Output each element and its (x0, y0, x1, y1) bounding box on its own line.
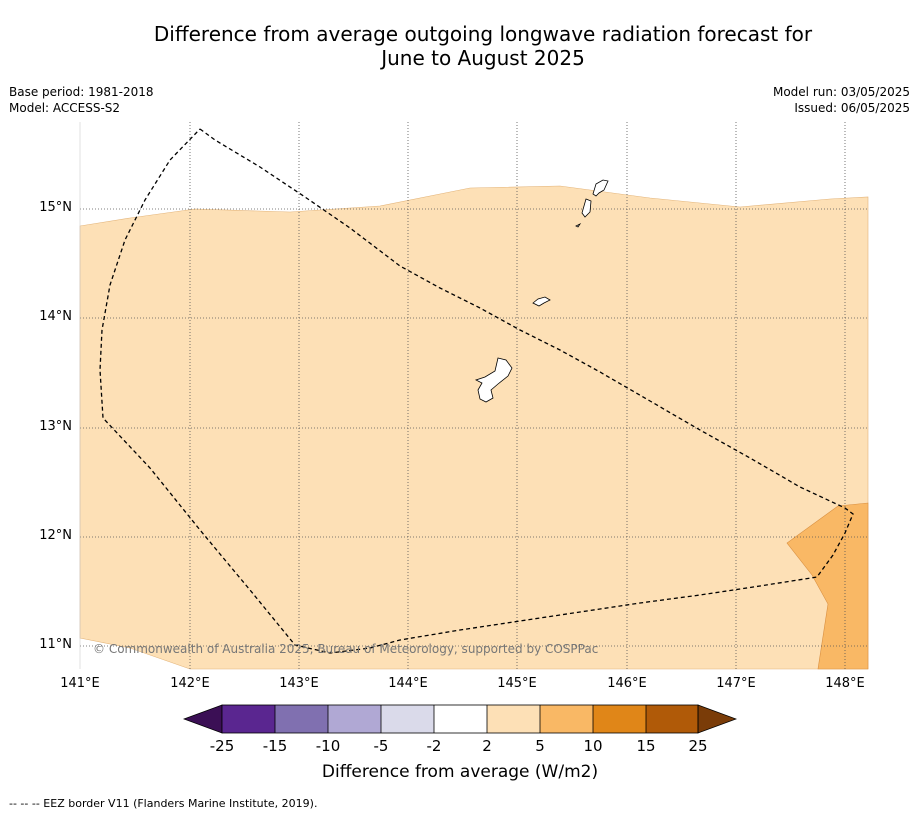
lon-label: 141°E (60, 676, 100, 691)
lat-label: 14°N (39, 309, 72, 324)
colorbar-bin-8 (593, 705, 646, 733)
colorbar (182, 704, 738, 734)
colorbar-bin-9 (646, 705, 698, 733)
colorbar-bin-5 (434, 705, 487, 733)
island-guam (474, 357, 513, 403)
title-line-2: June to August 2025 (381, 46, 585, 70)
lon-label: 148°E (825, 676, 865, 691)
lon-label: 146°E (607, 676, 647, 691)
island-tinian (581, 198, 592, 218)
lat-label: 11°N (39, 637, 72, 652)
lon-label: 142°E (170, 676, 210, 691)
base-period: Base period: 1981-2018 (9, 85, 154, 99)
eez-border (99, 128, 854, 654)
colorbar-bin-2 (275, 705, 328, 733)
island-rota (532, 296, 551, 307)
colorbar-extend-high (697, 704, 738, 734)
lon-label: 144°E (388, 676, 428, 691)
chart-title: Difference from average outgoing longwav… (0, 22, 919, 70)
colorbar-bin-1 (222, 705, 275, 733)
issued-date: Issued: 06/05/2025 (794, 101, 910, 115)
lat-label: 12°N (39, 528, 72, 543)
model-run: Model run: 03/05/2025 (772, 85, 910, 99)
anomaly-region-2-5 (79, 185, 869, 670)
title-line-1: Difference from average outgoing longwav… (153, 22, 813, 46)
lon-label: 143°E (279, 676, 319, 691)
colorbar-tick: 25 (688, 737, 708, 755)
model-name: Model: ACCESS-S2 (9, 101, 121, 115)
anomaly-region-5-10 (786, 502, 869, 670)
colorbar-tick: -2 (426, 737, 442, 755)
lat-label: 15°N (39, 200, 72, 215)
island-aguijan (575, 222, 582, 228)
colorbar-tick: 10 (583, 737, 603, 755)
colorbar-tick: 2 (482, 737, 492, 755)
colorbar-tick: -10 (315, 737, 341, 755)
colorbar-tick: -5 (373, 737, 389, 755)
colorbar-tick: -15 (262, 737, 288, 755)
islands (474, 179, 609, 403)
colorbar-bin-3 (328, 705, 381, 733)
colorbar-tick: -25 (209, 737, 235, 755)
colorbar-bin-6 (487, 705, 540, 733)
island-saipan (592, 179, 609, 197)
colorbar-bin-7 (540, 705, 593, 733)
meta-right: Model run: 03/05/2025 Issued: 06/05/2025 (773, 84, 910, 116)
colorbar-tick: 5 (535, 737, 545, 755)
eez-footnote: -- -- -- EEZ border V11 (Flanders Marine… (9, 797, 318, 810)
gridlines (80, 122, 868, 669)
lat-label: 13°N (39, 419, 72, 434)
lon-label: 145°E (497, 676, 537, 691)
colorbar-extend-low (182, 704, 223, 734)
colorbar-tick: 15 (636, 737, 656, 755)
lon-label: 147°E (716, 676, 756, 691)
meta-left: Base period: 1981-2018 Model: ACCESS-S2 (9, 84, 154, 116)
colorbar-title: Difference from average (W/m2) (321, 762, 599, 782)
colorbar-bin-4 (381, 705, 434, 733)
copyright-notice: © Commonwealth of Australia 2025, Bureau… (93, 642, 599, 656)
